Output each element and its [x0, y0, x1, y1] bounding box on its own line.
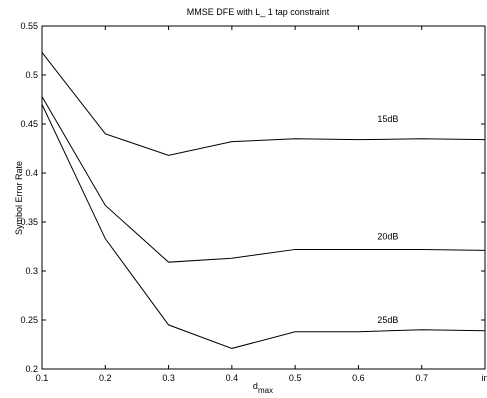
series-line-15dB: [41, 52, 486, 156]
x-axis-label: dmax: [253, 381, 273, 395]
series-line-20dB: [41, 96, 486, 263]
x-axis: 0.1 0.2 0.3 0.4 0.5 0.6 0.7 in: [36, 26, 487, 383]
y-tick-label: 0.2: [25, 364, 38, 374]
y-tick-label: 0.55: [20, 21, 38, 31]
chart-title: MMSE DFE with L_ 1 tap constraint: [187, 7, 330, 17]
plot-frame: [41, 25, 486, 370]
y-tick-label: 0.4: [25, 168, 38, 178]
x-tick-label: 0.6: [352, 373, 365, 383]
x-tick-label: 0.7: [415, 373, 428, 383]
series-labels: 15dB 20dB 25dB: [377, 114, 398, 325]
x-tick-label: 0.1: [36, 373, 49, 383]
series-lines: [41, 52, 486, 349]
x-tick-label: 0.2: [99, 373, 112, 383]
y-tick-label: 0.5: [25, 70, 38, 80]
series-label-20dB: 20dB: [377, 232, 398, 242]
x-tick-label: 0.5: [289, 373, 302, 383]
y-axis-label: Symbol Error Rate: [14, 161, 24, 235]
x-tick-label: 0.3: [162, 373, 175, 383]
series-line-25dB: [41, 104, 486, 349]
x-tick-label: 0.4: [226, 373, 239, 383]
series-label-15dB: 15dB: [377, 114, 398, 124]
x-tick-label: in: [481, 373, 487, 383]
x-axis-label-subscript: max: [258, 386, 273, 395]
y-tick-label: 0.35: [20, 217, 38, 227]
y-tick-label: 0.3: [25, 266, 38, 276]
x-axis-label-main: d: [253, 381, 258, 391]
y-axis: 0.2 0.25 0.3 0.35 0.4 0.45 0.5 0.55: [20, 21, 485, 374]
series-label-25dB: 25dB: [377, 315, 398, 325]
y-tick-label: 0.25: [20, 315, 38, 325]
y-tick-label: 0.45: [20, 119, 38, 129]
